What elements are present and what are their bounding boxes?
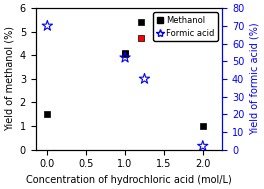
Point bbox=[45, 24, 49, 27]
Point bbox=[123, 56, 127, 59]
X-axis label: Concentration of hydrochloric acid (mol/L): Concentration of hydrochloric acid (mol/… bbox=[26, 175, 232, 185]
Point bbox=[201, 145, 205, 148]
Point bbox=[123, 53, 127, 56]
Point bbox=[139, 21, 143, 24]
Point bbox=[139, 36, 143, 39]
Legend: Methanol, Formic acid: Methanol, Formic acid bbox=[153, 12, 218, 41]
Point bbox=[123, 51, 127, 54]
Point bbox=[45, 113, 49, 116]
Y-axis label: Yield of formic acid (%): Yield of formic acid (%) bbox=[250, 22, 260, 135]
Point bbox=[201, 125, 205, 128]
Y-axis label: Yield of methanol (%): Yield of methanol (%) bbox=[4, 26, 14, 131]
Point bbox=[142, 77, 147, 80]
